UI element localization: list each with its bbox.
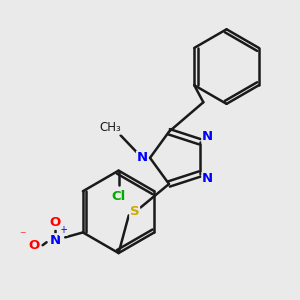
Text: S: S [130, 205, 140, 218]
Text: N: N [202, 172, 213, 185]
Text: N: N [50, 234, 61, 247]
Text: N: N [202, 130, 213, 143]
Text: Cl: Cl [112, 190, 126, 202]
Text: +: + [59, 226, 67, 236]
Text: CH₃: CH₃ [100, 121, 122, 134]
Text: N: N [136, 152, 148, 164]
Text: O: O [50, 216, 61, 229]
Text: ⁻: ⁻ [19, 229, 26, 242]
Text: O: O [28, 239, 39, 252]
